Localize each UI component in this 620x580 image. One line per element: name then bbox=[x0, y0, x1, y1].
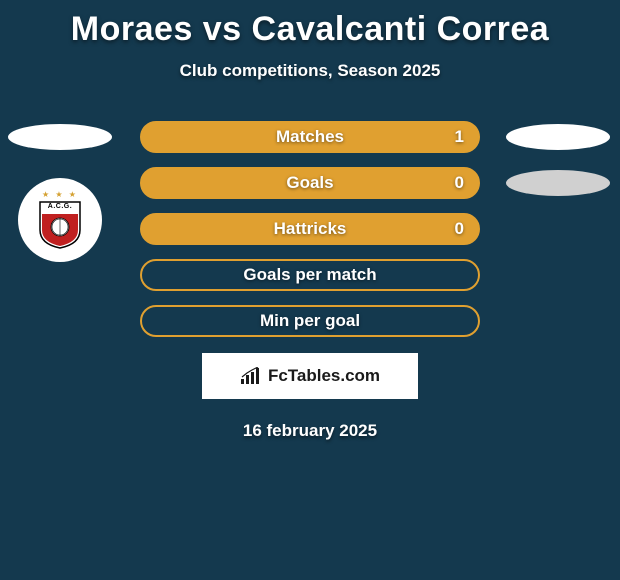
stat-row-gpm: Goals per match bbox=[0, 259, 620, 291]
club-badge: ★ ★ ★ A.C.G. bbox=[18, 178, 102, 262]
stat-bar: Goals per match bbox=[140, 259, 480, 291]
stat-value: 0 bbox=[455, 173, 464, 193]
stat-bar: Goals 0 bbox=[140, 167, 480, 199]
stat-label: Goals per match bbox=[243, 265, 376, 285]
stat-row-matches: Matches 1 bbox=[0, 121, 620, 153]
stat-bar: Min per goal bbox=[140, 305, 480, 337]
shield-icon: A.C.G. bbox=[38, 200, 82, 250]
subtitle: Club competitions, Season 2025 bbox=[0, 61, 620, 81]
left-player-marker bbox=[8, 124, 112, 150]
date-text: 16 february 2025 bbox=[0, 421, 620, 441]
brand-text: FcTables.com bbox=[268, 366, 380, 386]
star-icon: ★ ★ ★ bbox=[42, 190, 78, 199]
stat-row-mpg: Min per goal bbox=[0, 305, 620, 337]
stat-value: 1 bbox=[455, 127, 464, 147]
stat-bar: Hattricks 0 bbox=[140, 213, 480, 245]
badge-text: A.C.G. bbox=[38, 203, 82, 210]
right-player-marker bbox=[506, 124, 610, 150]
chart-icon bbox=[240, 367, 262, 385]
page-title: Moraes vs Cavalcanti Correa bbox=[0, 0, 620, 49]
stat-label: Min per goal bbox=[260, 311, 360, 331]
right-player-marker bbox=[506, 170, 610, 196]
stat-label: Matches bbox=[276, 127, 344, 147]
stat-bar: Matches 1 bbox=[140, 121, 480, 153]
stat-label: Goals bbox=[286, 173, 333, 193]
stat-value: 0 bbox=[455, 219, 464, 239]
brand-box[interactable]: FcTables.com bbox=[202, 353, 418, 399]
stat-label: Hattricks bbox=[274, 219, 347, 239]
